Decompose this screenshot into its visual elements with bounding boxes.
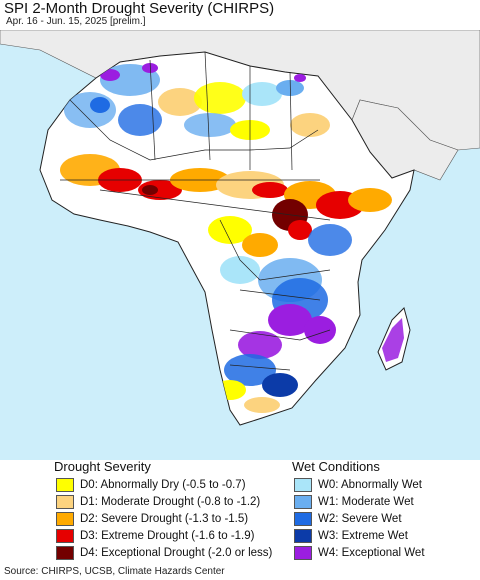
legend-label-d4: D4: Exceptional Drought (-2.0 or less) [80, 546, 273, 559]
legend-swatch-w4 [294, 545, 312, 560]
legend-item-w3: W3: Extreme Wet [294, 527, 425, 544]
legend-swatch-w2 [294, 511, 312, 526]
wet-legend-title: Wet Conditions [292, 459, 380, 474]
legend-swatch-w3 [294, 528, 312, 543]
legend-item-w1: W1: Moderate Wet [294, 493, 425, 510]
legend-swatch-d1 [56, 494, 74, 509]
legend-label-d2: D2: Severe Drought (-1.3 to -1.5) [80, 512, 249, 525]
legend-label-w1: W1: Moderate Wet [318, 495, 414, 508]
source-credit: Source: CHIRPS, UCSB, Climate Hazards Ce… [4, 566, 225, 577]
legend-swatch-w0 [294, 477, 312, 492]
legend-item-w2: W2: Severe Wet [294, 510, 425, 527]
legend-label-w2: W2: Severe Wet [318, 512, 402, 525]
map-subtitle: Apr. 16 - Jun. 15, 2025 [prelim.] [6, 16, 146, 27]
legend-swatch-d4 [56, 545, 74, 560]
legend-item-d4: D4: Exceptional Drought (-2.0 or less) [56, 544, 272, 561]
legend-label-d0: D0: Abnormally Dry (-0.5 to -0.7) [80, 478, 246, 491]
country-borders [60, 51, 331, 371]
legend-item-w4: W4: Exceptional Wet [294, 544, 425, 561]
legend-swatch-d2 [56, 511, 74, 526]
map-canvas [0, 30, 480, 426]
legend-swatch-w1 [294, 494, 312, 509]
legend-swatch-d3 [56, 528, 74, 543]
legend-label-d3: D3: Extreme Drought (-1.6 to -1.9) [80, 529, 255, 542]
africa-map [0, 30, 480, 460]
map-title: SPI 2-Month Drought Severity (CHIRPS) [4, 0, 275, 17]
legend-item-w0: W0: Abnormally Wet [294, 476, 425, 493]
legend-label-w3: W3: Extreme Wet [318, 529, 408, 542]
madagascar-wet-area [382, 318, 404, 362]
legend-swatch-d0 [56, 477, 74, 492]
legend-label-w0: W0: Abnormally Wet [318, 478, 422, 491]
drought-legend: D0: Abnormally Dry (-0.5 to -0.7) D1: Mo… [56, 476, 272, 561]
legend-item-d2: D2: Severe Drought (-1.3 to -1.5) [56, 510, 272, 527]
legend-label-w4: W4: Exceptional Wet [318, 546, 425, 559]
legend-item-d1: D1: Moderate Drought (-0.8 to -1.2) [56, 493, 272, 510]
legend-item-d3: D3: Extreme Drought (-1.6 to -1.9) [56, 527, 272, 544]
drought-legend-title: Drought Severity [54, 459, 151, 474]
legend-item-d0: D0: Abnormally Dry (-0.5 to -0.7) [56, 476, 272, 493]
legend-label-d1: D1: Moderate Drought (-0.8 to -1.2) [80, 495, 261, 508]
wet-legend: W0: Abnormally Wet W1: Moderate Wet W2: … [294, 476, 425, 561]
